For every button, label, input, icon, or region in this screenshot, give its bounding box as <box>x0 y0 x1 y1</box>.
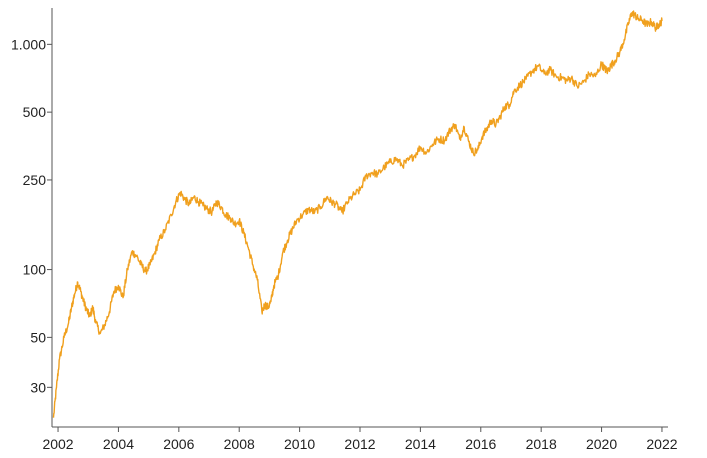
x-tick-label: 2018 <box>526 436 557 452</box>
x-tick-label: 2008 <box>224 436 255 452</box>
x-tick-label: 2010 <box>284 436 315 452</box>
x-tick-label: 2022 <box>646 436 677 452</box>
y-tick-label: 500 <box>23 104 47 120</box>
x-tick-label: 2012 <box>344 436 375 452</box>
y-tick-label: 1.000 <box>11 36 46 52</box>
x-tick-label: 2002 <box>42 436 73 452</box>
x-tick-label: 2016 <box>465 436 496 452</box>
series-line <box>52 10 663 418</box>
x-tick-label: 2020 <box>586 436 617 452</box>
y-axis-ticks: 30 50 100 250 500 1.000 <box>11 36 52 395</box>
x-tick-label: 2006 <box>163 436 194 452</box>
y-tick-label: 100 <box>23 262 47 278</box>
y-tick-label: 250 <box>23 172 47 188</box>
y-tick-label: 50 <box>30 329 46 345</box>
y-tick-label: 30 <box>30 379 46 395</box>
x-tick-label: 2014 <box>405 436 436 452</box>
x-axis-ticks: 2002 2004 2006 2008 2010 2012 2014 2016 2018 2020… <box>42 427 678 452</box>
x-tick-label: 2004 <box>103 436 134 452</box>
